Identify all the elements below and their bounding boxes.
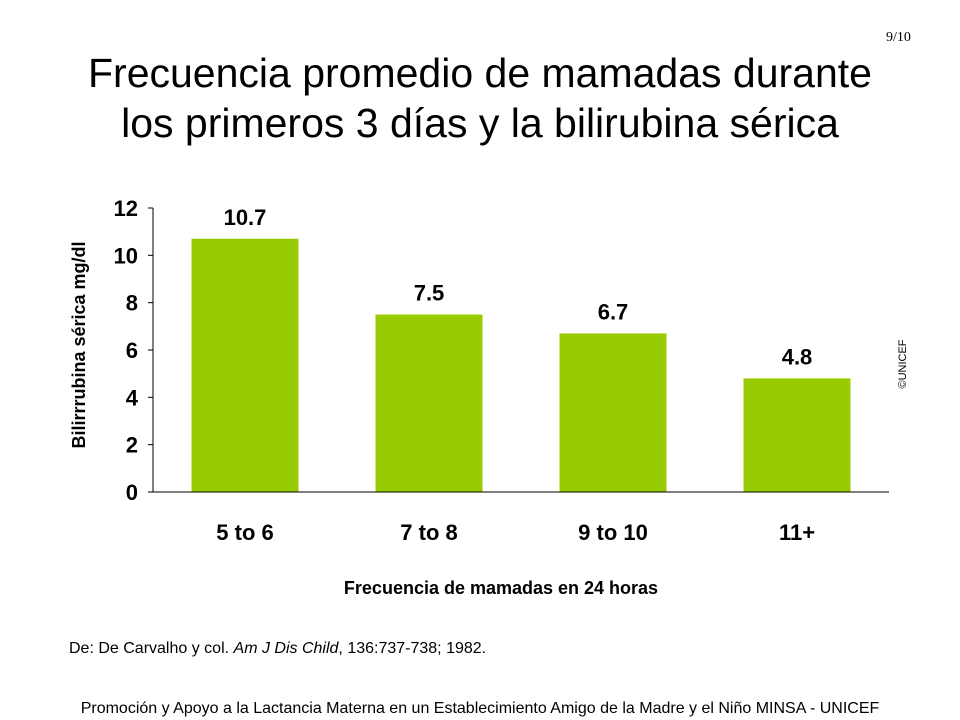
citation-suffix: , 136:737-738; 1982. [338, 640, 487, 657]
bar-4 [743, 378, 851, 492]
data-label-1: 10.7 [224, 205, 267, 230]
y-tick-label-0: 0 [126, 480, 138, 505]
title-line-2: los primeros 3 días y la bilirubina séri… [121, 100, 839, 146]
bar-3 [559, 333, 667, 492]
x-tick-label-2: 7 to 8 [400, 520, 457, 545]
bar-2 [375, 314, 483, 492]
y-axis-label: Bilirrrubina sérica mg/dl [69, 241, 89, 448]
data-label-2: 7.5 [414, 281, 445, 306]
y-tick-label-5: 10 [114, 243, 138, 268]
bar-1 [191, 238, 299, 492]
bars [191, 238, 851, 492]
x-tick-label-3: 9 to 10 [578, 520, 648, 545]
y-tick-label-2: 4 [126, 385, 139, 410]
page-number: 9/10 [886, 30, 911, 45]
copyright-notice: ©UNICEF [897, 339, 909, 389]
citation: De: De Carvalho y col. Am J Dis Child, 1… [69, 640, 486, 658]
citation-prefix: De: De Carvalho y col. [69, 640, 234, 657]
y-tick-label-1: 2 [126, 433, 138, 458]
x-axis-label: Frecuencia de mamadas en 24 horas [344, 578, 658, 598]
chart-labels: 10.7 5 to 6 7.5 7 to 8 6.7 9 to 10 4.8 11+ 0 2 4 6 8… [114, 196, 816, 545]
x-tick-label-1: 5 to 6 [216, 520, 273, 545]
data-label-3: 6.7 [598, 299, 629, 324]
y-tick-label-3: 6 [126, 338, 138, 363]
axes [148, 207, 889, 493]
title-line-1: Frecuencia promedio de mamadas durante [88, 50, 872, 96]
footer-text: Promoción y Apoyo a la Lactancia Materna… [80, 700, 880, 717]
slide-title: Frecuencia promedio de mamadas durante l… [0, 48, 960, 148]
data-label-4: 4.8 [782, 344, 813, 369]
x-tick-label-4: 11+ [779, 520, 815, 545]
y-tick-label-6: 12 [114, 196, 138, 221]
citation-journal: Am J Dis Child [233, 640, 339, 657]
y-tick-label-4: 8 [126, 291, 138, 316]
